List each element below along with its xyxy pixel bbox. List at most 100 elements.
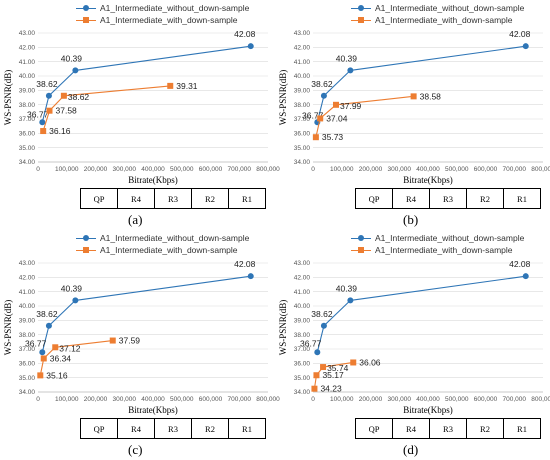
y-tick-label: 36.00 (19, 131, 36, 138)
x-tick-label: 700,000 (503, 396, 527, 403)
y-tick-label: 43.00 (19, 260, 36, 267)
data-point (45, 322, 52, 329)
data-point (72, 67, 79, 74)
y-tick-label: 39.00 (19, 318, 36, 325)
y-tick-label: 37.00 (19, 346, 36, 353)
x-tick-label: 600,000 (199, 396, 223, 403)
legend-label: A1_Intermediate_with_down-sample (375, 245, 513, 255)
y-tick-label: 40.00 (19, 303, 36, 310)
data-point (167, 82, 174, 89)
y-tick-label: 38.00 (19, 332, 36, 339)
legend-swatch-icon (351, 4, 371, 12)
qp-table-header: QP (355, 418, 393, 439)
y-tick-label: 36.00 (19, 361, 36, 368)
x-tick-label: 600,000 (199, 166, 223, 173)
y-tick-label: 36.00 (294, 131, 311, 138)
x-tick-label: 0 (36, 396, 40, 403)
data-label: 42.08 (234, 259, 256, 269)
qp-table-cell: R4 (392, 188, 430, 209)
data-point (45, 92, 52, 99)
qp-table-cell: R1 (503, 188, 541, 209)
y-tick-label: 41.00 (294, 59, 311, 66)
x-tick-label: 500,000 (170, 396, 194, 403)
y-tick-label: 37.00 (19, 116, 36, 123)
data-point (522, 273, 529, 280)
x-tick-label: 600,000 (474, 166, 498, 173)
x-axis-title: Bitrate(Kbps) (403, 175, 453, 185)
x-tick-label: 0 (311, 166, 315, 173)
series-line (315, 95, 414, 138)
x-tick-label: 100,000 (55, 166, 79, 173)
data-point (40, 355, 47, 362)
legend-label: A1_Intermediate_without_down-sample (375, 233, 525, 243)
qp-table-cell: R3 (154, 188, 192, 209)
data-point (37, 372, 44, 379)
qp-table-cell: R4 (392, 418, 430, 439)
y-tick-label: 40.00 (19, 73, 36, 80)
y-tick-label: 39.00 (294, 88, 311, 95)
data-label: 35.74 (327, 363, 349, 373)
y-tick-label: 36.00 (294, 361, 311, 368)
y-tick-label: 34.00 (19, 389, 36, 396)
y-axis-title: WS-PSNR(dB) (3, 70, 13, 126)
data-label: 38.62 (36, 309, 58, 319)
chart-legend: A1_Intermediate_without_down-sample A1_In… (76, 2, 249, 26)
panel-label: (b) (403, 212, 419, 227)
legend-swatch-icon (76, 234, 96, 242)
y-tick-label: 42.00 (19, 275, 36, 282)
data-point (314, 349, 321, 356)
data-point (247, 43, 254, 50)
chart-legend: A1_Intermediate_without_down-sample A1_In… (351, 232, 524, 256)
x-tick-label: 800,000 (256, 166, 280, 173)
series-line (41, 45, 251, 123)
legend-item: A1_Intermediate_with_down-sample (76, 14, 249, 26)
x-tick-label: 600,000 (474, 396, 498, 403)
legend-swatch-icon (76, 4, 96, 12)
x-tick-label: 300,000 (113, 166, 137, 173)
data-point (522, 43, 529, 50)
y-tick-label: 41.00 (294, 289, 311, 296)
y-tick-label: 42.00 (19, 45, 36, 52)
data-label: 36.77 (25, 338, 47, 348)
x-tick-label: 200,000 (84, 166, 108, 173)
data-point (40, 128, 47, 135)
legend-label: A1_Intermediate_with_down-sample (375, 15, 513, 25)
data-label: 35.73 (322, 132, 344, 142)
y-tick-label: 38.00 (294, 332, 311, 339)
x-tick-label: 800,000 (531, 396, 550, 403)
legend-item: A1_Intermediate_with_down-sample (351, 244, 524, 256)
data-point (320, 322, 327, 329)
y-tick-label: 38.00 (294, 102, 311, 109)
qp-table-header: QP (80, 188, 118, 209)
y-tick-label: 35.00 (19, 375, 36, 382)
series-line (41, 275, 251, 353)
y-tick-label: 39.00 (294, 318, 311, 325)
legend-item: A1_Intermediate_without_down-sample (76, 232, 249, 244)
y-tick-label: 41.00 (19, 289, 36, 296)
qp-table-cell: R2 (466, 188, 504, 209)
data-label: 40.39 (61, 53, 83, 63)
data-label: 36.34 (50, 353, 72, 363)
data-label: 40.39 (336, 283, 358, 293)
x-tick-label: 200,000 (84, 396, 108, 403)
data-point (347, 67, 354, 74)
data-label: 40.39 (61, 283, 83, 293)
data-point (109, 337, 116, 344)
y-tick-label: 43.00 (19, 30, 36, 37)
data-label: 42.08 (509, 259, 531, 269)
y-tick-label: 43.00 (294, 30, 311, 37)
data-label: 37.04 (326, 113, 348, 123)
y-tick-label: 35.00 (294, 375, 311, 382)
series-line (316, 275, 526, 353)
data-label: 40.39 (336, 53, 358, 63)
series-line (316, 45, 526, 123)
data-label: 38.62 (68, 92, 90, 102)
data-point (312, 134, 319, 141)
x-tick-label: 700,000 (503, 166, 527, 173)
y-tick-label: 35.00 (294, 145, 311, 152)
y-tick-label: 38.00 (19, 102, 36, 109)
data-point (320, 364, 327, 371)
qp-table-cell: R3 (429, 418, 467, 439)
data-point (313, 372, 320, 379)
qp-table-cell: R2 (466, 418, 504, 439)
